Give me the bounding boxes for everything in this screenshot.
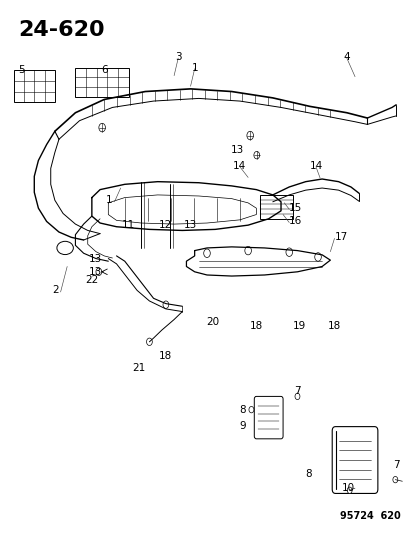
Text: 13: 13 [230,145,244,155]
Text: 2: 2 [52,285,59,295]
Text: 11: 11 [121,220,135,230]
Circle shape [347,487,351,494]
Text: 12: 12 [159,220,172,230]
Text: 15: 15 [289,203,302,213]
Text: 24-620: 24-620 [18,20,104,40]
Text: 1: 1 [191,63,197,72]
Text: 18: 18 [159,351,172,361]
Text: 4: 4 [343,52,349,62]
Text: 20: 20 [206,317,219,327]
Text: 14: 14 [309,161,322,171]
Text: 14: 14 [233,161,246,171]
Circle shape [246,131,253,140]
Circle shape [314,253,320,261]
Circle shape [253,151,259,159]
Text: 21: 21 [132,364,145,373]
Text: 22: 22 [85,274,98,285]
Text: 6: 6 [101,66,107,75]
Text: 1: 1 [106,195,112,205]
Circle shape [163,301,169,309]
FancyBboxPatch shape [331,426,377,494]
Ellipse shape [57,241,73,255]
Circle shape [99,123,105,132]
Circle shape [146,338,152,345]
Circle shape [244,246,251,255]
Circle shape [285,248,292,256]
Text: 8: 8 [304,470,311,479]
Circle shape [392,477,397,483]
Text: 17: 17 [334,232,347,243]
Bar [14,70,55,102]
Circle shape [294,393,299,400]
Text: 16: 16 [289,216,302,227]
Text: 7: 7 [294,386,300,396]
Text: 9: 9 [239,421,245,431]
Text: 18: 18 [249,321,262,331]
Text: 95724  620: 95724 620 [339,511,399,521]
Text: 19: 19 [292,321,305,331]
Bar [260,195,293,219]
Text: 10: 10 [342,483,355,493]
Text: 8: 8 [239,405,245,415]
Text: 13: 13 [89,267,102,277]
Circle shape [96,268,102,276]
Bar [75,68,128,97]
Text: 5: 5 [19,66,25,75]
Circle shape [203,249,210,257]
Text: 3: 3 [174,52,181,62]
Circle shape [248,407,253,413]
Text: 13: 13 [89,254,102,263]
Text: 13: 13 [183,220,197,230]
Text: 18: 18 [327,321,340,331]
FancyBboxPatch shape [254,397,282,439]
Text: 7: 7 [392,461,399,470]
